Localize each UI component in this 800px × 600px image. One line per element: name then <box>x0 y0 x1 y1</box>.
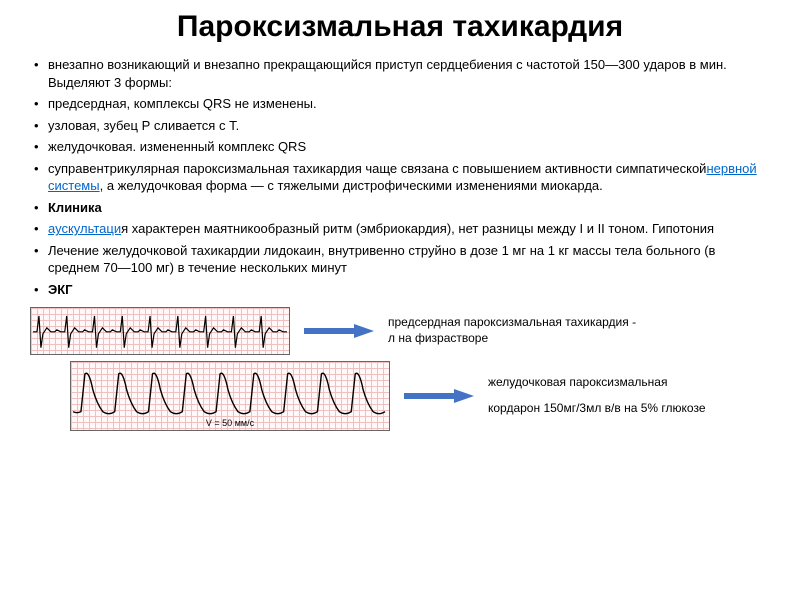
ecg-atrial-svg <box>31 308 289 355</box>
ecg-ventricular-chart: V = 50 мм/с <box>70 361 390 431</box>
bullet-list: внезапно возникающий и внезапно прекраща… <box>30 56 770 299</box>
ecg-scale-label: V = 50 мм/с <box>206 418 254 428</box>
arrow-icon <box>304 324 374 338</box>
list-item: аускультация характерен маятникообразный… <box>30 220 770 238</box>
list-item: ЭКГ <box>30 281 770 299</box>
arrow-icon <box>404 389 474 403</box>
list-item: суправентрикулярная пароксизмальная тахи… <box>30 160 770 195</box>
ecg-ventricular-annotation: желудочковая пароксизмальная кордарон 15… <box>488 375 706 416</box>
list-item: желудочковая. измененный комплекс QRS <box>30 138 770 156</box>
list-item: предсердная, комплексы QRS не изменены. <box>30 95 770 113</box>
list-item: узловая, зубец Р сливается с Т. <box>30 117 770 135</box>
ecg-section: предсердная пароксизмальная тахикардия -… <box>30 307 770 431</box>
list-item: Клиника <box>30 199 770 217</box>
list-item: Лечение желудочковой тахикардии лидокаин… <box>30 242 770 277</box>
page-title: Пароксизмальная тахикардия <box>30 10 770 44</box>
ecg-atrial-annotation: предсердная пароксизмальная тахикардия -… <box>388 315 636 346</box>
auscultation-link[interactable]: аускультаци <box>48 221 121 236</box>
ecg-atrial-chart <box>30 307 290 355</box>
list-item: внезапно возникающий и внезапно прекраща… <box>30 56 770 91</box>
